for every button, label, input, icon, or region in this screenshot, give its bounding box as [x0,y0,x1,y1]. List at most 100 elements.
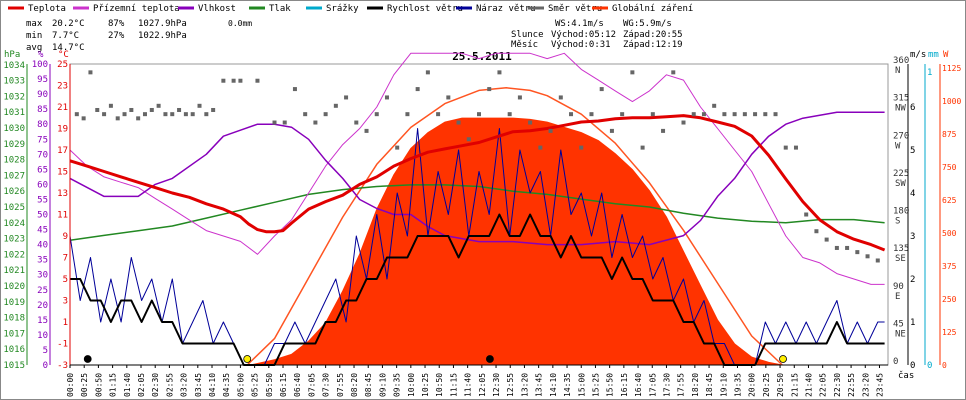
moonset-marker [486,355,494,363]
stats-panel: max 20.2°C 87% 1027.9hPa 0.0mm min 7.7°C… [26,19,252,53]
pressure-axis-tick-label: 1032 [3,92,25,102]
wind-direction-point [630,70,635,75]
sunset-time: Západ:20:55 [623,30,683,40]
legend-label: Teplota [28,4,66,14]
time-tick-label: 22:05 [819,373,828,397]
time-tick-label: 12:05 [478,373,487,397]
radiation-tick-label: 125 [942,328,957,337]
temperature-axis-tick-label: -1 [57,340,68,350]
wind-direction-tick-label: 0 [893,357,898,367]
wind-direction-point [405,112,410,117]
wind-direction-point [163,112,168,117]
wind-direction-point [691,112,696,117]
time-tick-label: 20:25 [762,373,771,397]
wind-direction-point [231,78,236,83]
time-tick-label: 19:10 [719,373,728,397]
wind-direction-point [456,120,461,125]
wind-direction-point [74,112,79,117]
time-tick-label: 15:25 [591,373,600,397]
temperature-axis-tick-label: 17 [57,146,68,156]
wind-direction-point [344,95,349,100]
wind-direction-tick-label: 45 [893,319,904,329]
wind-direction-point [507,112,512,117]
temperature-axis-tick-label: 1 [63,318,68,328]
wind-direction-compass-label: NE [895,329,906,339]
wind-direction-point [477,112,481,117]
wind-direction-point [95,107,100,112]
radiation-tick-label: 500 [942,229,957,238]
wind-direction-point [763,112,768,117]
wind-speed-tick-label: 4 [910,189,915,199]
wind-direction-point [395,145,400,150]
legend-label: Směr větru [548,4,602,14]
time-tick-label: 08:45 [364,373,373,397]
wind-direction-point [875,258,880,263]
radiation-tick-label: 0 [942,361,947,370]
axes: 1015101610171018101910201021102210231024… [3,56,961,397]
wind-direction-point [773,112,778,117]
wind-direction-point [384,95,389,100]
humidity-axis-tick-label: 80 [37,120,48,130]
time-tick-label: 04:10 [208,373,217,397]
radiation-axis-title: W [943,50,949,60]
time-tick-label: 19:35 [733,373,742,397]
wind-speed-tick-label: 5 [910,146,915,156]
wind-direction-point [190,112,195,117]
humidity-axis-tick-label: 90 [37,90,48,100]
time-tick-label: 02:55 [165,373,174,397]
time-tick-label: 05:50 [265,373,274,397]
wind-direction-point [446,95,451,100]
humidity-axis-tick-label: 45 [37,226,48,236]
wind-direction-point [177,107,182,112]
wind-direction-point [282,120,287,125]
wind-direction-point [517,95,522,100]
wind-direction-point [354,120,359,125]
wind-direction-tick-label: 90 [893,282,904,292]
pressure-axis-tick-label: 1022 [3,250,25,260]
wind-direction-compass-label: S [895,217,900,227]
humidity-axis-tick-label: 85 [37,105,48,115]
time-tick-label: 22:30 [833,373,842,397]
avg-wind-gust: WG:5.9m/s [623,19,672,29]
time-tick-label: 21:40 [804,373,813,397]
wind-direction-point [323,112,328,117]
pressure-axis-tick-label: 1026 [3,187,25,197]
time-tick-label: 02:30 [151,373,160,397]
time-tick-label: 17:30 [662,373,671,397]
legend-label: Vlhkost [198,4,236,14]
moon-label: Měsíc [511,40,538,50]
stat-min-temp: 7.7°C [52,31,79,41]
humidity-axis-tick-label: 55 [37,195,48,205]
astro-panel: WS:4.1m/s WG:5.9m/s Slunce Východ:05:12 … [511,19,683,50]
time-tick-label: 00:00 [66,373,75,397]
temperature-axis-tick-label: 7 [63,254,68,264]
wind-direction-point [238,78,243,83]
stat-max-pressure: 1027.9hPa [138,19,187,29]
wind-direction-point [487,87,492,92]
wind-axis-title: m/s [910,50,926,60]
wind-direction-compass-label: NW [895,104,906,114]
time-tick-label: 12:55 [506,373,515,397]
humidity-axis-tick-label: 40 [37,241,48,251]
wind-direction-tick-label: 360 [893,56,909,66]
humidity-axis-tick-label: 50 [37,211,48,221]
time-tick-label: 00:50 [94,373,103,397]
moonset-time: Západ:12:19 [623,40,683,50]
humidity-axis-tick-label: 60 [37,180,48,190]
wind-direction-point [558,95,563,100]
wind-direction-compass-label: N [895,66,900,76]
temperature-axis-tick-label: 9 [63,232,68,242]
wind-direction-point [313,120,318,125]
wind-direction-point [183,112,188,117]
temperature-axis-tick-label: -3 [57,361,68,371]
humidity-axis-title: % [38,50,44,60]
wind-direction-point [824,237,829,242]
humidity-axis-tick-label: 95 [37,75,48,85]
pressure-axis-tick-label: 1016 [3,345,25,355]
wind-direction-point [221,78,226,83]
legend-label: Globální záření [612,4,693,14]
avg-wind-speed: WS:4.1m/s [555,19,604,29]
pressure-axis-tick-label: 1027 [3,171,25,181]
humidity-axis-tick-label: 15 [37,316,48,326]
wind-direction-point [620,112,625,117]
